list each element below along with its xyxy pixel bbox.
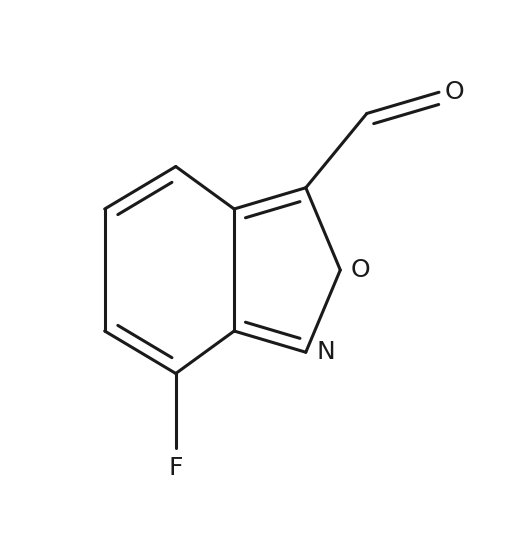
Text: O: O [351,258,370,282]
Text: N: N [317,340,335,364]
Text: F: F [169,456,183,480]
Text: O: O [445,80,465,104]
